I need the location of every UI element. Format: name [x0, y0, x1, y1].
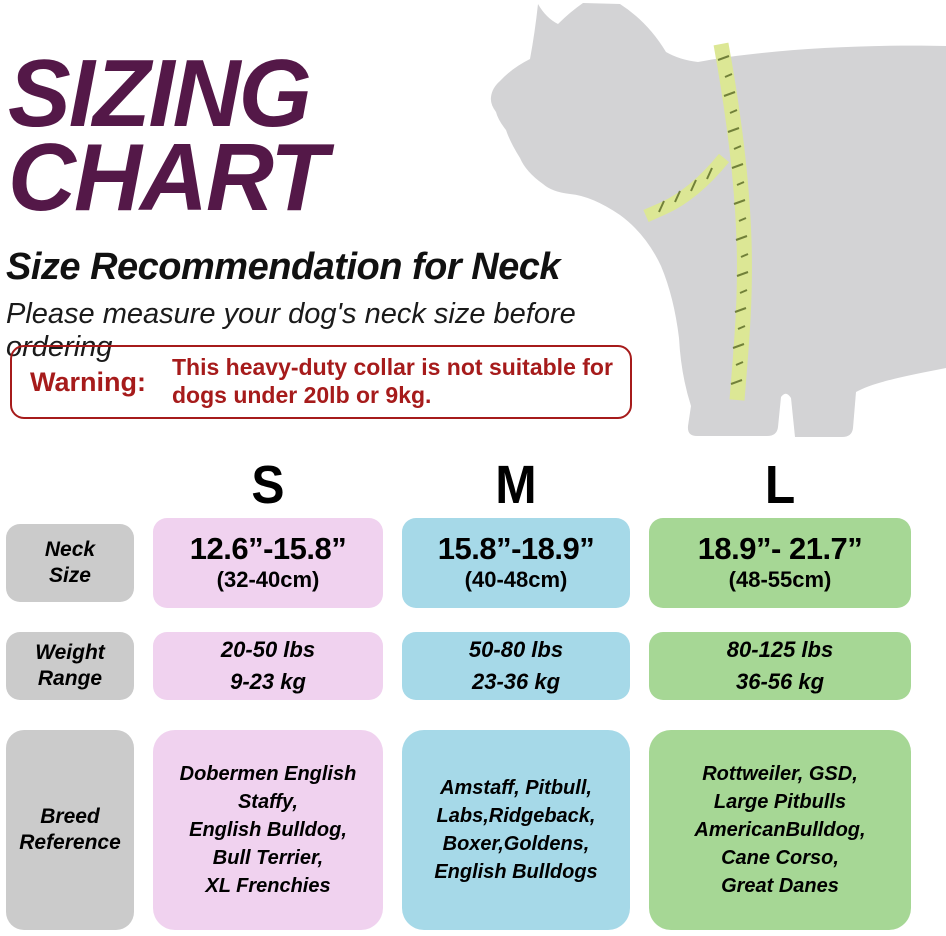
cell-weight-l: 80-125 lbs 36-56 kg: [649, 632, 911, 700]
weight-s-kg: 9-23 kg: [230, 669, 306, 694]
cell-weight-m: 50-80 lbs 23-36 kg: [402, 632, 630, 700]
row-label-neck-size: Neck Size: [6, 524, 134, 602]
row-label-weight-range: Weight Range: [6, 632, 134, 700]
size-header-s: S: [251, 455, 285, 515]
cell-breed-m: Amstaff, Pitbull, Labs,Ridgeback, Boxer,…: [402, 730, 630, 930]
neck-s-inches: 12.6”-15.8”: [189, 530, 347, 566]
size-header-m: M: [495, 455, 537, 515]
cell-neck-l: 18.9”- 21.7” (48-55cm): [649, 518, 911, 608]
row-label-breed-reference: Breed Reference: [6, 730, 134, 930]
neck-l-inches: 18.9”- 21.7”: [697, 530, 863, 566]
cell-breed-s: Dobermen English Staffy, English Bulldog…: [153, 730, 383, 930]
measure-note: Please measure your dog's neck size befo…: [6, 298, 576, 363]
page-title-line2: CHART: [8, 124, 328, 231]
dog-illustration: [440, 0, 946, 440]
warning-text: This heavy-duty collar is not suitable f…: [171, 354, 613, 408]
warning-box: Warning: This heavy-duty collar is not s…: [10, 345, 632, 419]
size-header-l: L: [764, 455, 796, 515]
measuring-tape-ticks: [658, 55, 749, 385]
neck-m-cm: (40-48cm): [464, 567, 568, 593]
size-table: S M L Neck Size 12.6”-15.8” (32-40cm) 15…: [6, 456, 912, 930]
cell-weight-s: 20-50 lbs 9-23 kg: [153, 632, 383, 700]
weight-s-lbs: 20-50 lbs: [220, 637, 316, 663]
neck-m-inches: 15.8”-18.9”: [437, 530, 595, 566]
cell-neck-m: 15.8”-18.9” (40-48cm): [402, 518, 630, 608]
weight-l-kg: 36-56 kg: [735, 669, 825, 694]
neck-s-cm: (32-40cm): [216, 567, 320, 593]
subtitle: Size Recommendation for Neck: [6, 246, 561, 288]
page-title: SIZING CHART: [8, 40, 328, 231]
weight-m-kg: 23-36 kg: [471, 669, 561, 694]
warning-label: Warning:: [30, 366, 146, 397]
weight-m-lbs: 50-80 lbs: [468, 637, 564, 663]
dog-silhouette: [490, 3, 946, 437]
cell-breed-l: Rottweiler, GSD, Large Pitbulls American…: [649, 730, 911, 930]
page-title-line1: SIZING: [8, 40, 312, 147]
cell-neck-s: 12.6”-15.8” (32-40cm): [153, 518, 383, 608]
neck-l-cm: (48-55cm): [728, 567, 832, 593]
weight-l-lbs: 80-125 lbs: [726, 637, 834, 663]
dog-silhouette-with-measuring-tape: [490, 3, 946, 437]
